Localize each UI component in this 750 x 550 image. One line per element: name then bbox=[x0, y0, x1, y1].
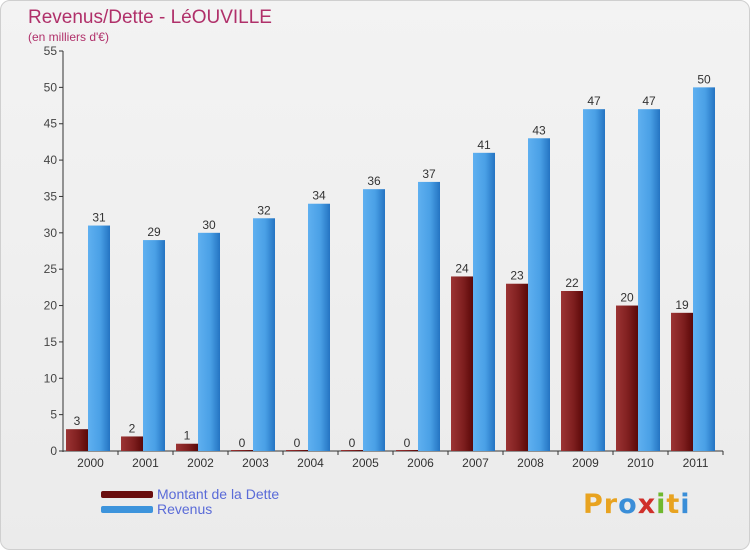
data-label: 0 bbox=[239, 436, 246, 450]
x-tick-label: 2002 bbox=[187, 456, 214, 470]
bar-dette bbox=[341, 450, 363, 451]
data-label: 23 bbox=[510, 269, 524, 283]
y-tick-label: 30 bbox=[44, 226, 58, 240]
bar-revenus bbox=[583, 109, 605, 451]
data-label: 22 bbox=[565, 276, 579, 290]
y-tick-label: 5 bbox=[50, 408, 57, 422]
y-tick-label: 15 bbox=[44, 335, 58, 349]
legend-swatch-dette bbox=[101, 491, 153, 498]
bar-revenus bbox=[308, 203, 330, 451]
bar-dette bbox=[671, 312, 693, 451]
data-label: 3 bbox=[74, 414, 81, 428]
legend-item-revenus: Revenus bbox=[101, 502, 279, 517]
bar-revenus bbox=[88, 225, 110, 451]
data-label: 2 bbox=[129, 421, 136, 435]
bar-dette bbox=[561, 291, 583, 451]
y-tick-label: 35 bbox=[44, 189, 58, 203]
proxiti-logo: Proxiti bbox=[583, 489, 691, 520]
bar-dette bbox=[616, 305, 638, 451]
x-tick-label: 2011 bbox=[683, 456, 709, 470]
data-label: 31 bbox=[92, 211, 106, 225]
x-tick-label: 2000 bbox=[77, 456, 104, 470]
bar-revenus bbox=[693, 87, 715, 451]
x-tick-label: 2007 bbox=[462, 456, 489, 470]
data-label: 29 bbox=[147, 225, 161, 239]
bar-revenus bbox=[363, 189, 385, 451]
bar-dette bbox=[66, 429, 88, 451]
x-tick-label: 2006 bbox=[407, 456, 434, 470]
logo-letter: P bbox=[583, 489, 604, 520]
x-tick-label: 2003 bbox=[242, 456, 269, 470]
data-label: 47 bbox=[642, 94, 656, 108]
x-tick-label: 2008 bbox=[517, 456, 544, 470]
data-label: 36 bbox=[367, 174, 381, 188]
chart-subtitle: (en milliers d'€) bbox=[28, 30, 109, 44]
y-tick-label: 0 bbox=[50, 444, 57, 458]
data-label: 43 bbox=[532, 123, 546, 137]
x-tick-label: 2004 bbox=[297, 456, 324, 470]
data-label: 1 bbox=[184, 429, 191, 443]
bar-dette bbox=[506, 283, 528, 451]
bar-revenus bbox=[528, 138, 550, 452]
data-label: 0 bbox=[349, 436, 356, 450]
bar-revenus bbox=[418, 181, 440, 451]
chart-title: Revenus/Dette - LéOUVILLE bbox=[28, 7, 272, 28]
data-label: 34 bbox=[312, 189, 326, 203]
data-label: 20 bbox=[620, 291, 634, 305]
data-label: 41 bbox=[477, 138, 491, 152]
bar-dette bbox=[231, 450, 253, 451]
y-tick-label: 45 bbox=[44, 117, 58, 131]
bar-revenus bbox=[253, 218, 275, 451]
bar-revenus bbox=[143, 240, 165, 451]
bar-dette bbox=[451, 276, 473, 451]
y-tick-label: 50 bbox=[44, 80, 58, 94]
legend-swatch-revenus bbox=[101, 506, 153, 513]
data-label: 0 bbox=[404, 436, 411, 450]
legend-item-dette: Montant de la Dette bbox=[101, 487, 279, 502]
legend-label-revenus: Revenus bbox=[157, 501, 213, 517]
bar-dette bbox=[176, 443, 198, 451]
logo-letter: i bbox=[656, 489, 667, 520]
y-tick-label: 20 bbox=[44, 299, 58, 313]
data-label: 24 bbox=[455, 261, 469, 275]
y-tick-label: 25 bbox=[44, 262, 58, 276]
bar-revenus bbox=[473, 152, 495, 451]
legend-label-dette: Montant de la Dette bbox=[157, 486, 280, 502]
bar-dette bbox=[121, 436, 143, 451]
x-tick-label: 2001 bbox=[132, 456, 159, 470]
data-label: 37 bbox=[422, 167, 436, 181]
bar-revenus bbox=[198, 232, 220, 451]
bars bbox=[66, 87, 715, 452]
logo-letter: r bbox=[603, 489, 619, 520]
bar-dette bbox=[286, 450, 308, 451]
y-tick-label: 10 bbox=[44, 371, 58, 385]
x-tick-label: 2009 bbox=[572, 456, 599, 470]
data-label: 50 bbox=[697, 72, 711, 86]
data-labels: 3 31 2 29 1 30 0 32 0 34 0 36 0 37 24 41 23 43 22 47 20 47 19 5… bbox=[74, 72, 711, 450]
data-label: 0 bbox=[294, 436, 301, 450]
logo-letter: o bbox=[618, 489, 638, 520]
y-tick-label: 40 bbox=[44, 153, 58, 167]
x-tick-label: 2010 bbox=[627, 456, 654, 470]
data-label: 32 bbox=[257, 203, 271, 217]
logo-letter: i bbox=[680, 489, 691, 520]
bar-dette bbox=[396, 450, 418, 451]
logo-letter: x bbox=[637, 489, 657, 520]
bar-revenus bbox=[638, 109, 660, 451]
logo-letter: t bbox=[666, 489, 681, 520]
y-tick-label: 55 bbox=[44, 44, 58, 58]
data-label: 47 bbox=[587, 94, 601, 108]
legend: Montant de la Dette Revenus bbox=[101, 487, 279, 517]
x-tick-label: 2005 bbox=[352, 456, 379, 470]
data-label: 19 bbox=[675, 298, 689, 312]
data-label: 30 bbox=[202, 218, 216, 232]
